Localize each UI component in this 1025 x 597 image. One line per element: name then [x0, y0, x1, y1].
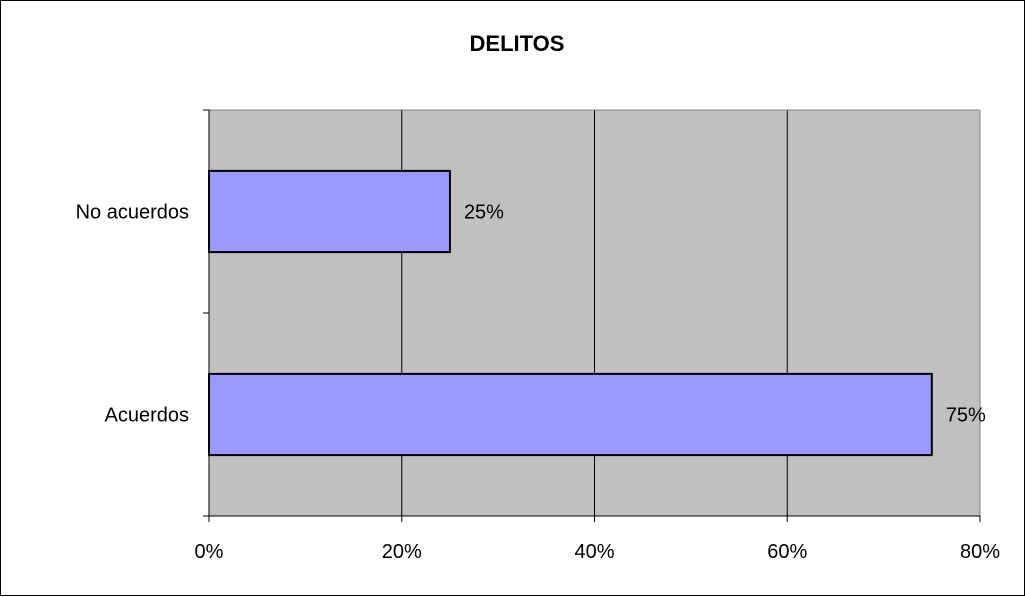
- chart-title: DELITOS: [470, 31, 565, 56]
- labels: 0% 20% 40% 60% 80% Acuerdos 75% No acuerdos 25%: [76, 202, 1001, 564]
- data-label: 25%: [464, 202, 504, 224]
- data-label: 75%: [946, 405, 986, 427]
- x-tick-label: 0%: [195, 541, 224, 563]
- bar-0: [208, 372, 933, 457]
- x-tick-label: 80%: [960, 541, 1000, 563]
- bars: [208, 169, 933, 457]
- bar-1: [208, 169, 451, 254]
- y-category-label: No acuerdos: [76, 202, 189, 224]
- y-category-label: Acuerdos: [105, 405, 190, 427]
- x-tick-label: 40%: [574, 541, 614, 563]
- x-tick-label: 60%: [767, 541, 807, 563]
- axes: [203, 109, 981, 522]
- x-tick-label: 20%: [382, 541, 422, 563]
